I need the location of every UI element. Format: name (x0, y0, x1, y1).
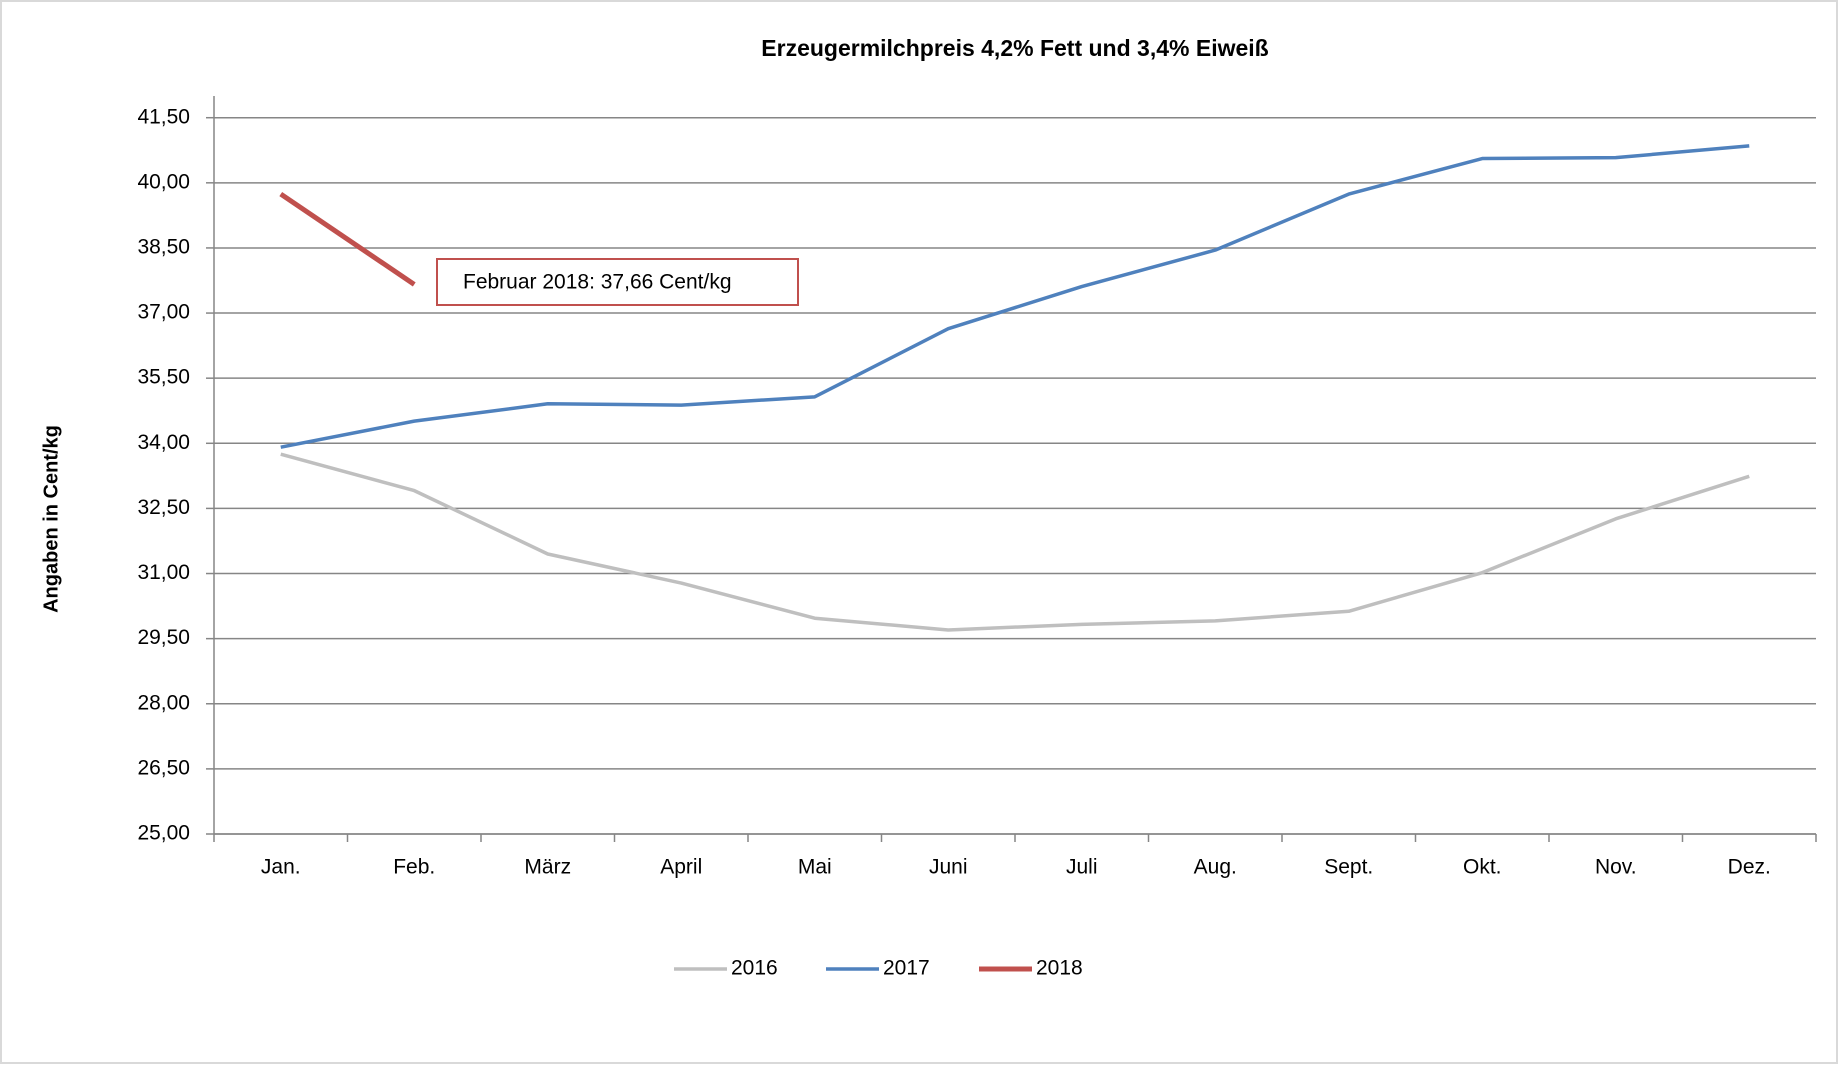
x-tick-label: Juni (929, 856, 968, 879)
line-series (280, 452, 1750, 632)
line-series (279, 192, 416, 287)
y-tick-label: 25,00 (137, 822, 190, 845)
y-tick-label: 34,00 (137, 431, 190, 454)
x-tick-label: Aug. (1194, 856, 1237, 879)
y-tick-label: 37,00 (137, 301, 190, 324)
y-axis-label: Angaben in Cent/kg (40, 425, 62, 613)
y-tick-label: 26,50 (137, 756, 190, 779)
x-tick-label: Feb. (393, 856, 435, 879)
x-tick-label: März (524, 856, 571, 879)
x-tick-label: Jan. (261, 856, 301, 879)
y-tick-label: 29,50 (137, 626, 190, 649)
annotation-box (436, 258, 799, 306)
x-tick-label: April (660, 856, 702, 879)
x-tick-label: Juli (1066, 856, 1098, 879)
x-tick-label: Dez. (1728, 856, 1771, 879)
y-tick-label: 41,50 (137, 105, 190, 128)
y-tick-label: 31,00 (137, 561, 190, 584)
x-tick-label: Nov. (1595, 856, 1637, 879)
y-tick-label: 40,00 (137, 170, 190, 193)
legend-label: 2016 (731, 957, 778, 980)
y-tick-label: 38,50 (137, 235, 190, 258)
legend-label: 2017 (883, 957, 930, 980)
y-tick-label: 32,50 (137, 496, 190, 519)
chart-title: Erzeugermilchpreis 4,2% Fett und 3,4% Ei… (761, 35, 1268, 61)
y-tick-label: 28,00 (137, 691, 190, 714)
x-tick-label: Sept. (1324, 856, 1373, 879)
x-tick-label: Mai (798, 856, 832, 879)
x-tick-label: Okt. (1463, 856, 1502, 879)
y-tick-label: 35,50 (137, 366, 190, 389)
line-series (280, 144, 1750, 449)
legend-label: 2018 (1036, 957, 1083, 980)
annotation: Februar 2018: 37,66 Cent/kg (463, 271, 732, 294)
